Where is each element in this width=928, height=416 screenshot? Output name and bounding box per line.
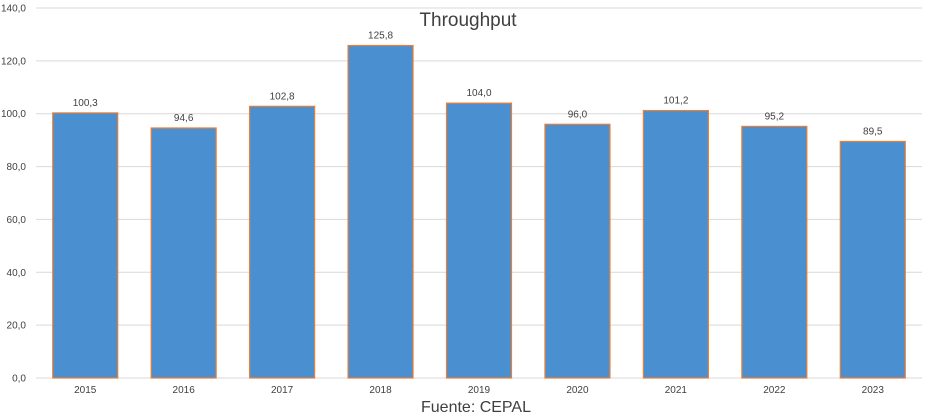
x-tick-label-2019: 2019 [468,385,491,396]
data-label-2015: 100,3 [73,98,98,109]
x-tick-label-2016: 2016 [173,385,196,396]
bar-2018 [347,44,414,379]
data-label-2019: 104,0 [466,88,491,99]
y-tick-label: 100,0 [1,109,26,120]
x-tick-label-2020: 2020 [566,385,589,396]
chart-source: Fuente: CEPAL [421,399,531,416]
x-tick-label-2017: 2017 [271,385,294,396]
bar-2019 [445,102,513,379]
data-label-2016: 94,6 [174,113,194,124]
y-tick-label: 60,0 [7,215,27,226]
x-tick-label-2018: 2018 [369,385,392,396]
data-labels: 100,3 94,6 102,8 125,8 104,0 96,0 101,2 95,2 89,… [73,31,883,138]
data-label-2017: 102,8 [270,91,295,102]
bars [52,44,906,379]
chart-title: Throughput [419,10,517,31]
bar-2016 [150,127,217,379]
x-axis-ticks: 2015 2016 2017 2018 2019 2020 2021 2022 2023 [74,385,884,396]
x-tick-label-2021: 2021 [665,385,688,396]
y-axis-ticks: 0,0 20,0 40,0 60,0 80,0 100,0 120,0 140,0 [1,4,26,385]
y-tick-label: 140,0 [1,4,26,15]
data-label-2018: 125,8 [368,31,393,42]
bar-2017 [249,105,316,379]
x-tick-label-2022: 2022 [763,385,786,396]
y-tick-label: 20,0 [7,321,27,332]
bar-2015 [52,112,119,379]
data-label-2021: 101,2 [663,96,688,107]
bar-2022 [741,125,808,379]
data-label-2020: 96,0 [568,109,588,120]
y-tick-label: 0,0 [12,374,26,385]
y-tick-label: 40,0 [7,268,27,279]
x-tick-label-2015: 2015 [74,385,97,396]
y-tick-label: 120,0 [1,56,26,67]
data-label-2022: 95,2 [765,111,785,122]
bar-2021 [642,109,709,379]
data-label-2023: 89,5 [863,126,883,137]
x-tick-label-2023: 2023 [862,385,885,396]
y-tick-label: 80,0 [7,162,27,173]
bar-2020 [544,123,611,379]
bar-2023 [839,140,906,379]
